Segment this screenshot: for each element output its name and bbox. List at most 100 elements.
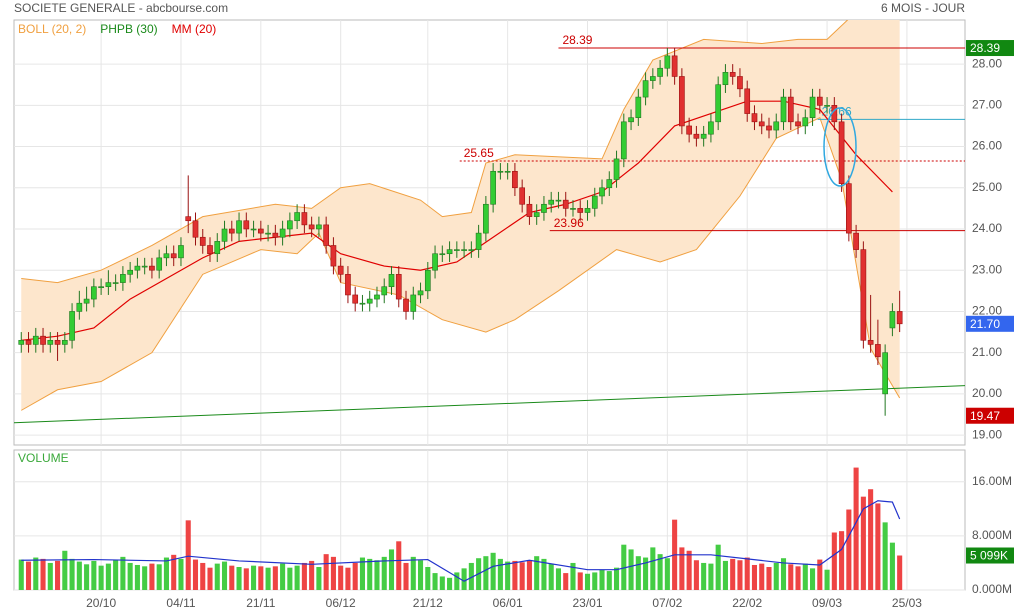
volume-bar	[868, 489, 874, 590]
candle-body	[250, 228, 257, 231]
volume-bar	[788, 564, 794, 590]
candle-body	[635, 96, 642, 118]
candle-body	[141, 265, 148, 268]
candle-body	[112, 282, 119, 284]
volume-bar	[171, 554, 177, 590]
candle-body	[722, 72, 729, 86]
candle-body	[708, 121, 714, 135]
candle-body	[896, 311, 903, 325]
candle-body	[170, 253, 177, 259]
volume-bar	[345, 567, 351, 590]
candle-body	[570, 208, 576, 210]
candle-body	[562, 199, 569, 209]
candle-body	[279, 228, 286, 238]
volume-bar	[55, 560, 61, 590]
candle-body	[410, 294, 417, 312]
candle-body	[61, 339, 68, 345]
candle-body	[32, 335, 39, 345]
candle-body	[294, 212, 300, 222]
candle-body	[25, 339, 32, 345]
candle-body	[729, 72, 736, 77]
volume-bar	[686, 550, 692, 590]
candle-body	[504, 170, 511, 173]
candle-body	[287, 220, 293, 230]
volume-bar	[701, 562, 707, 590]
candle-body	[606, 179, 613, 189]
candle-body	[744, 88, 751, 114]
candle-body	[882, 352, 888, 395]
volume-bar	[84, 564, 90, 590]
candle-body	[657, 67, 663, 77]
volume-bar	[236, 567, 242, 590]
volume-bar	[526, 560, 532, 590]
volume-bar	[563, 573, 569, 590]
candle-body	[432, 253, 438, 271]
volume-bar	[192, 559, 199, 590]
volume-bar	[221, 561, 228, 590]
bollinger-upper	[21, 20, 849, 284]
candle-body	[221, 228, 228, 242]
candle-body	[366, 298, 373, 304]
candle-body	[105, 282, 112, 288]
candle-body	[838, 121, 845, 184]
volume-bar	[541, 558, 547, 590]
candle-body	[766, 125, 772, 131]
volume-bar	[621, 544, 627, 590]
volume-bar	[62, 550, 68, 590]
candle-body	[664, 55, 671, 69]
volume-bar	[69, 558, 75, 590]
price-tag-label: 5 099K	[970, 549, 1008, 563]
volume-bar	[149, 563, 155, 590]
volume-bar	[98, 565, 104, 590]
volume-bar	[831, 532, 837, 590]
volume-bar	[468, 562, 474, 590]
candle-body	[787, 96, 794, 123]
y-tick-label: 20.00	[972, 386, 1002, 400]
x-tick-label: 06/12	[326, 596, 356, 610]
candle-body	[301, 212, 308, 226]
candle-body	[483, 203, 489, 234]
candle-body	[577, 208, 584, 213]
candle-body	[853, 232, 859, 250]
volume-bar	[483, 556, 489, 590]
price-tag	[966, 40, 1014, 57]
volume-bar	[374, 560, 380, 590]
volume-bar	[91, 560, 97, 590]
candle-body	[403, 298, 409, 312]
candle-body	[780, 96, 787, 123]
volume-bar	[715, 544, 721, 590]
candle-body	[773, 121, 780, 131]
price-tag	[966, 315, 1014, 332]
candle-body	[83, 298, 90, 304]
volume-bar	[323, 554, 329, 590]
volume-bar	[592, 572, 598, 590]
volume-bar	[657, 554, 663, 590]
y-tick-label: 24.00	[972, 221, 1002, 235]
candle-body	[149, 265, 155, 271]
candle-body	[120, 274, 126, 283]
volume-average	[21, 500, 901, 582]
candle-body	[388, 274, 395, 288]
candle-body	[620, 121, 627, 160]
candle-body	[214, 241, 221, 255]
volume-bar	[40, 558, 46, 590]
candle-body	[533, 212, 540, 217]
candle-body	[679, 76, 685, 127]
candle-body	[207, 245, 213, 255]
volume-bar	[243, 568, 249, 590]
x-tick-label: 21/11	[246, 596, 275, 610]
volume-bar	[519, 562, 525, 590]
candle-body	[316, 224, 322, 230]
candle-body	[345, 274, 351, 296]
candle-body	[642, 80, 649, 98]
candle-body	[359, 302, 366, 305]
volume-bar	[737, 560, 743, 590]
candle-body	[439, 253, 446, 256]
volume-bar	[846, 509, 852, 590]
y-tick-label: 22.00	[972, 304, 1002, 318]
price-tag-label: 19.47	[970, 409, 1000, 423]
volume-bar	[396, 541, 402, 590]
volume-bar	[47, 562, 53, 590]
candle-body	[228, 228, 235, 234]
